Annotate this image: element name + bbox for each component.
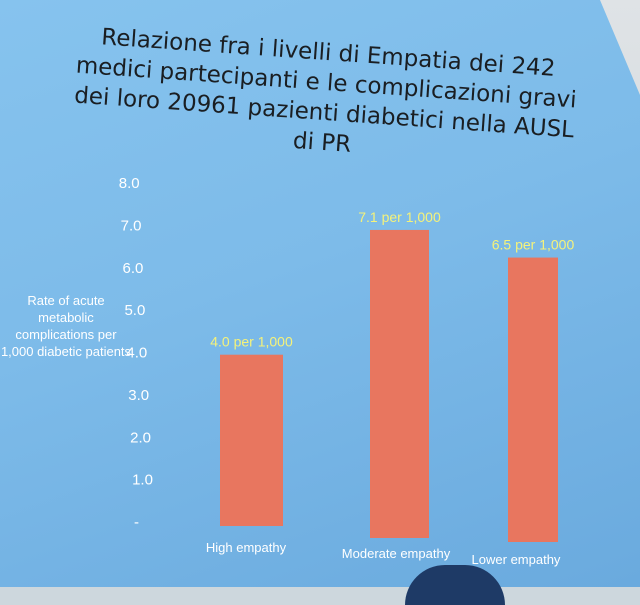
category-labels: High empathy Moderate empathy Lower empath… — [206, 540, 561, 567]
bar — [508, 257, 558, 542]
y-tick-label: - — [134, 514, 139, 531]
data-label: 6.5 per 1,000 — [492, 237, 575, 253]
category-label: High empathy — [206, 540, 287, 555]
category-label: Moderate empathy — [342, 546, 451, 561]
bar — [220, 354, 283, 526]
y-axis-label: Rate of acute metabolic complications pe… — [0, 293, 132, 359]
bar — [370, 229, 429, 538]
y-tick-label: 7.0 — [121, 217, 142, 234]
y-tick-label: 8.0 — [119, 175, 140, 192]
y-tick-label: 2.0 — [130, 429, 151, 446]
y-tick-label: 4.0 — [126, 345, 147, 362]
data-label: 4.0 per 1,000 — [210, 334, 293, 350]
category-label: Lower empathy — [472, 552, 561, 567]
data-labels: 4.0 per 1,000 7.1 per 1,000 6.5 per 1,000 — [210, 209, 574, 350]
y-tick-label: 1.0 — [132, 472, 153, 489]
data-label: 7.1 per 1,000 — [358, 209, 441, 225]
y-ticks: - 1.0 2.0 3.0 4.0 5.0 6.0 7.0 8.0 — [119, 175, 153, 531]
bars — [220, 229, 558, 542]
y-tick-label: 5.0 — [124, 302, 145, 319]
y-tick-label: 3.0 — [128, 387, 149, 404]
bar-chart: - 1.0 2.0 3.0 4.0 5.0 6.0 7.0 8.0 4.0 per 1,000 7… — [119, 175, 575, 567]
y-tick-label: 6.0 — [123, 260, 144, 277]
